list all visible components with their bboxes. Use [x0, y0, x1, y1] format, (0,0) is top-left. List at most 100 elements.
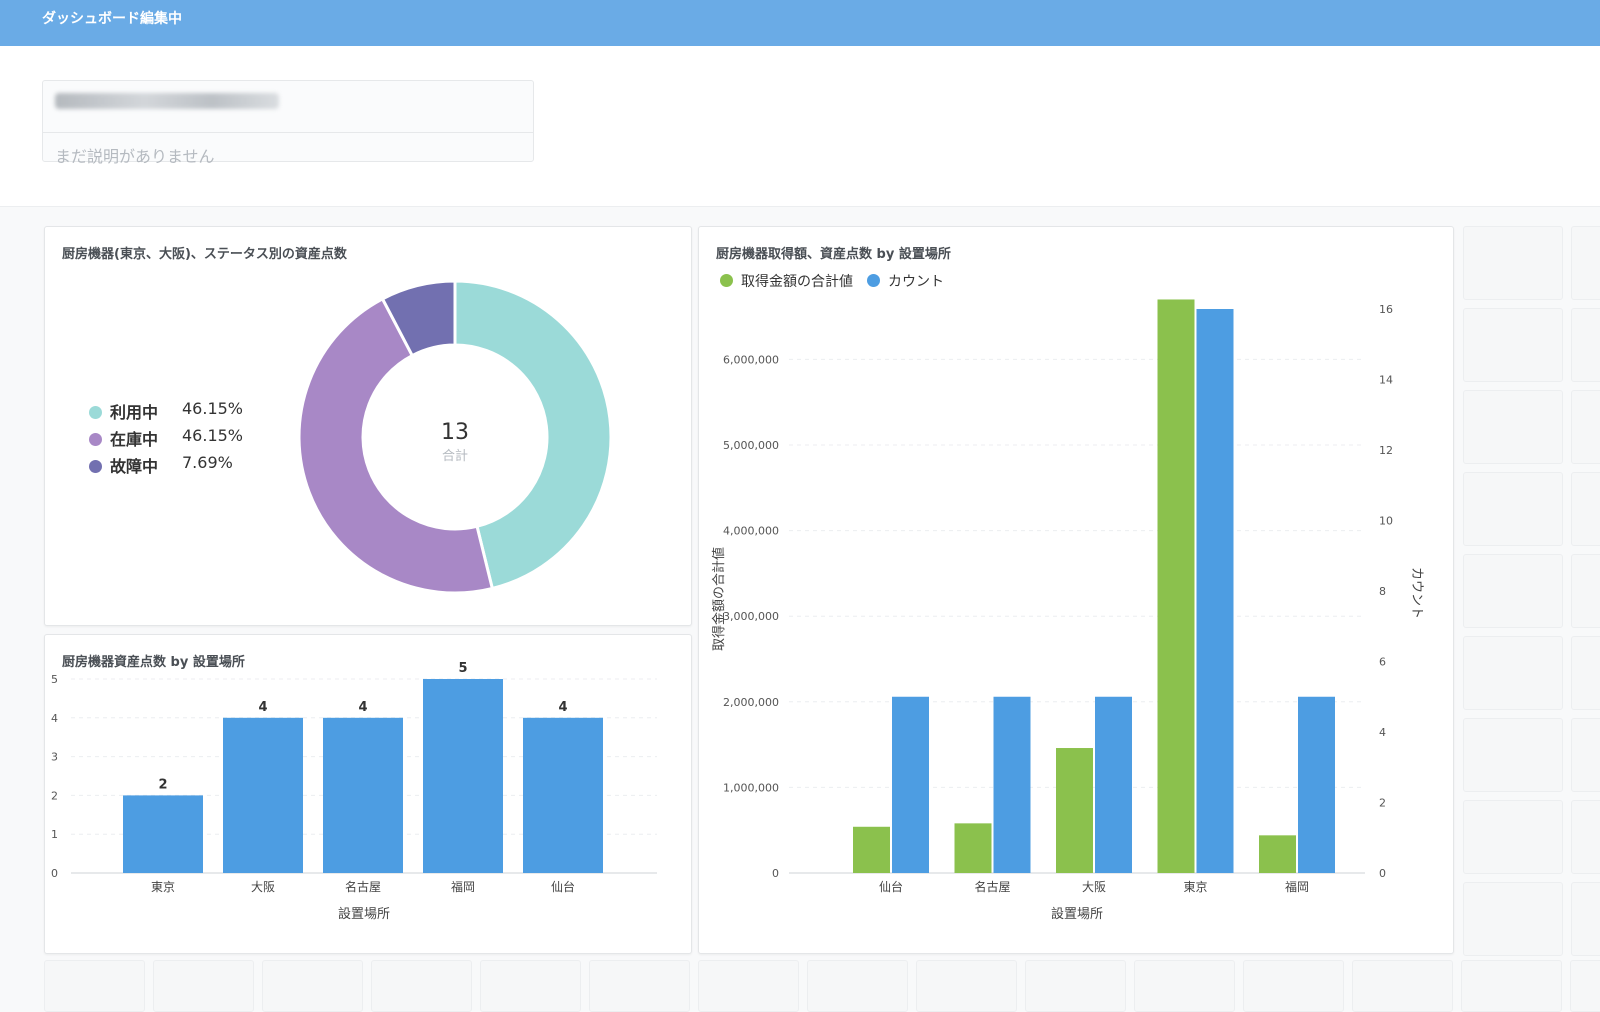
grid-placeholder-cell [1461, 960, 1562, 1012]
data-label: 2 [158, 777, 167, 792]
y2-tick-label: 10 [1379, 515, 1393, 528]
bar [323, 717, 403, 873]
bar-chart-card[interactable]: 厨房機器資産点数 by 設置場所 0 1 2 3 4 5 2 東京 4 大阪 4 名古屋 5 福岡 4 仙台設… [44, 634, 692, 954]
x-tick-label: 東京 [1183, 880, 1207, 894]
y-tick-label: 4,000,000 [723, 525, 779, 538]
x-tick-label: 仙台 [879, 879, 903, 894]
y2-tick-label: 4 [1379, 726, 1386, 739]
grid-placeholder-cell [1571, 390, 1600, 464]
grid-placeholder-cell [1571, 554, 1600, 628]
y2-tick-label: 2 [1379, 797, 1386, 810]
legend-swatch [89, 460, 102, 473]
y2-tick-label: 8 [1379, 585, 1386, 598]
grid-placeholder-cell [589, 960, 690, 1012]
grid-placeholder-cell [1352, 960, 1453, 1012]
data-label: 4 [358, 700, 367, 715]
bar-amount [1157, 299, 1195, 874]
grid-placeholder-cell [1463, 718, 1563, 792]
legend-percentage: 46.15% [182, 399, 244, 418]
legend-swatch [89, 433, 102, 446]
y-tick-label: 2 [51, 789, 58, 802]
y-tick-label: 0 [51, 867, 58, 880]
dashboard-description-field[interactable]: まだ説明がありません [55, 147, 215, 166]
y2-tick-label: 12 [1379, 444, 1393, 457]
grid-placeholder-cell [1134, 960, 1235, 1012]
edit-mode-title: ダッシュボード編集中 [42, 11, 182, 27]
legend-percentage: 7.69% [182, 453, 233, 472]
dashboard-name-blurred [55, 93, 279, 109]
donut-chart-card[interactable]: 厨房機器(東京、大阪)、ステータス別の資産点数 利用中 46.15% 在庫中 46.1… [44, 226, 692, 626]
legend-item[interactable]: 在庫中 46.15% [89, 426, 243, 450]
bar-amount [853, 826, 890, 873]
combo-chart-card[interactable]: 厨房機器取得額、資産点数 by 設置場所 取得金額の合計値 カウント 0 1,00… [698, 226, 1454, 954]
bar-count [892, 696, 929, 873]
bar [523, 717, 603, 873]
legend-label: 在庫中 [110, 430, 159, 449]
y-axis-label: 取得金額の合計値 [711, 547, 727, 651]
grid-placeholder-cell [1463, 390, 1563, 464]
grid-placeholder-cell [1571, 800, 1600, 874]
data-label: 4 [258, 700, 267, 715]
data-label: 5 [458, 661, 467, 676]
card-title: 厨房機器資産点数 by 設置場所 [62, 655, 245, 670]
grid-placeholder-cell [807, 960, 908, 1012]
y2-tick-label: 0 [1379, 867, 1386, 880]
x-tick-label: 大阪 [251, 880, 275, 894]
y-tick-label: 4 [51, 712, 58, 725]
donut-slice [453, 279, 613, 591]
y2-tick-label: 6 [1379, 656, 1386, 669]
grid-placeholder-cell [1463, 308, 1563, 382]
legend-item-count[interactable]: カウント [867, 271, 944, 291]
grid-placeholder-cell [371, 960, 472, 1012]
legend-item[interactable]: 故障中 7.69% [89, 453, 233, 477]
legend-label: 利用中 [110, 403, 159, 422]
y-tick-label: 5,000,000 [723, 439, 779, 452]
bar-count [1095, 696, 1132, 873]
grid-placeholder-cell [698, 960, 799, 1012]
y-tick-label: 2,000,000 [723, 696, 779, 709]
x-tick-label: 福岡 [1285, 879, 1309, 894]
legend-item-amount[interactable]: 取得金額の合計値 [720, 271, 853, 291]
donut-center: 13 合計 [405, 420, 505, 464]
bar-count [1196, 309, 1234, 873]
dashboard-header: まだ説明がありません [0, 46, 1600, 207]
y-tick-label: 3 [51, 751, 58, 764]
bar-amount [954, 823, 992, 873]
legend-percentage: 46.15% [182, 426, 244, 445]
bar-amount [1056, 748, 1093, 873]
grid-placeholder-cell [916, 960, 1017, 1012]
grid-placeholder-cell [262, 960, 363, 1012]
y2-tick-label: 16 [1379, 303, 1393, 316]
y-tick-label: 0 [772, 867, 779, 880]
total-value: 13 [441, 420, 469, 445]
donut-slice [380, 279, 457, 358]
grid-placeholder-cell [480, 960, 581, 1012]
y-tick-label: 1 [51, 828, 58, 841]
grid-placeholder-cell [1463, 882, 1563, 956]
dashboard-info-box: まだ説明がありません [42, 80, 534, 166]
grid-placeholder-cell [1243, 960, 1344, 1012]
grid-placeholder-cell [1571, 226, 1600, 300]
card-title: 厨房機器(東京、大阪)、ステータス別の資産点数 [62, 247, 347, 262]
card-title: 厨房機器取得額、資産点数 by 設置場所 [716, 247, 951, 262]
y-tick-label: 5 [51, 673, 58, 686]
bar [423, 679, 503, 873]
grid-placeholder-cell [153, 960, 254, 1012]
grid-placeholder-cell [1463, 800, 1563, 874]
grid-placeholder-cell [1463, 226, 1563, 300]
data-label: 4 [558, 700, 567, 715]
grid-placeholder-cell [1571, 882, 1600, 956]
x-axis-label: 設置場所 [338, 906, 390, 922]
bar [123, 795, 203, 873]
legend-swatch [89, 406, 102, 419]
y2-tick-label: 14 [1379, 374, 1393, 387]
legend-item[interactable]: 利用中 46.15% [89, 399, 243, 423]
x-tick-label: 福岡 [451, 879, 475, 894]
x-tick-label: 名古屋 [974, 879, 1010, 894]
grid-placeholder-cell [1025, 960, 1126, 1012]
grid-placeholder-cell [44, 960, 145, 1012]
dashboard-name-field[interactable] [43, 93, 533, 133]
legend-label: 故障中 [110, 457, 159, 476]
bar-count [993, 696, 1031, 873]
